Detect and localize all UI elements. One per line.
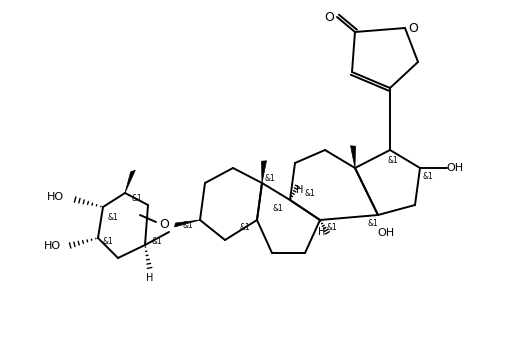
Polygon shape <box>125 170 135 193</box>
Text: &1: &1 <box>103 237 113 246</box>
Text: O: O <box>159 217 169 230</box>
Text: H: H <box>296 185 304 195</box>
Text: &1: &1 <box>108 213 119 221</box>
Text: &1: &1 <box>387 156 398 165</box>
Polygon shape <box>175 220 200 227</box>
Text: &1: &1 <box>327 223 337 231</box>
Text: &1: &1 <box>183 220 193 229</box>
Text: &1: &1 <box>240 224 250 233</box>
Text: &1: &1 <box>368 218 378 227</box>
Text: &1: &1 <box>272 204 283 213</box>
Text: &1: &1 <box>423 171 434 180</box>
Text: OH: OH <box>378 228 395 238</box>
Text: HO: HO <box>44 241 61 251</box>
Text: H: H <box>319 227 326 237</box>
Polygon shape <box>351 146 355 168</box>
Text: &1: &1 <box>152 237 162 246</box>
Text: O: O <box>408 21 418 34</box>
Text: &1: &1 <box>305 188 315 197</box>
Text: &1: &1 <box>265 174 276 183</box>
Text: HO: HO <box>47 192 64 202</box>
Text: H: H <box>146 273 154 283</box>
Polygon shape <box>262 161 266 183</box>
Text: OH: OH <box>447 163 464 173</box>
Text: &1: &1 <box>132 194 142 203</box>
Text: O: O <box>324 10 334 23</box>
